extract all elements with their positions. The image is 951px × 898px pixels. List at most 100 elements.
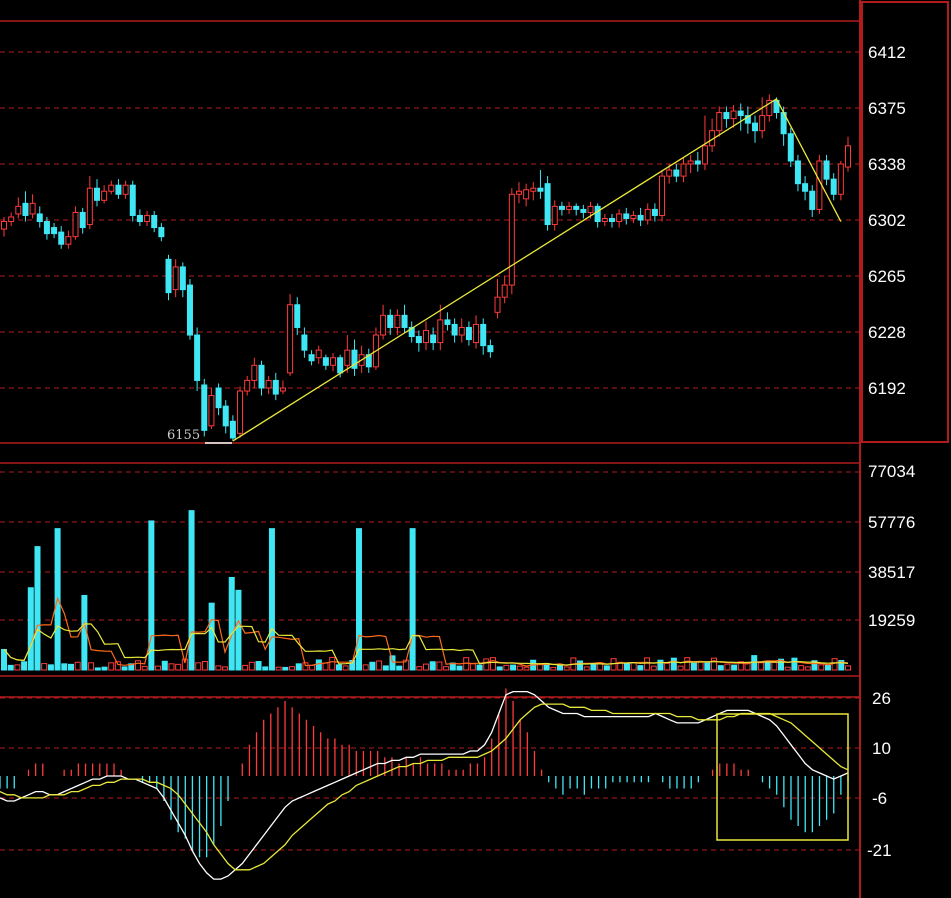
candle-body [322, 357, 329, 366]
candle-body [344, 349, 351, 366]
candle-body [666, 169, 673, 177]
volume-bar [664, 662, 671, 671]
volume-bar [563, 666, 570, 671]
volume-bar [704, 662, 711, 671]
candle-body [723, 112, 730, 120]
volume-bar [838, 659, 845, 671]
candle-body [129, 184, 136, 216]
candle-body [279, 387, 286, 392]
candle-body [837, 163, 844, 195]
trendline [232, 98, 777, 442]
candle-body [229, 420, 236, 439]
candle-body [523, 189, 530, 200]
volume-bar [744, 662, 751, 671]
volume-bar [436, 661, 443, 671]
volume-bar [697, 661, 704, 671]
candle-body [58, 231, 65, 245]
volume-bar [483, 658, 490, 671]
volume-bar [94, 667, 101, 671]
volume-bar [7, 664, 14, 671]
volume-bar [603, 665, 610, 671]
candle-body [744, 115, 751, 124]
macd-tick: -21 [867, 841, 892, 860]
macd-tick: -6 [872, 789, 887, 808]
candle-body [51, 227, 58, 235]
volume-bar [824, 664, 831, 671]
candle-body [830, 178, 837, 195]
volume-bar [550, 666, 557, 671]
candle-body [694, 160, 701, 165]
macd-tick: 10 [872, 739, 891, 758]
volume-bar [262, 666, 269, 671]
volume-bar [737, 661, 744, 671]
candle-body [616, 213, 623, 223]
price-tick: 6412 [868, 43, 906, 62]
candle-body [487, 345, 494, 353]
candle-body [537, 187, 544, 192]
chart-grid [0, 51, 860, 851]
volume-bar [21, 661, 28, 671]
candle-body [272, 379, 279, 395]
candle-body [1, 221, 7, 230]
candle-body [144, 214, 151, 223]
volume-bar [623, 663, 630, 671]
candle-body [115, 184, 122, 195]
volume-bar [275, 666, 282, 671]
volume-bar [168, 663, 175, 671]
volume-bars [1, 510, 851, 671]
candle-body [544, 183, 551, 226]
volume-bar [289, 666, 296, 671]
candle-body [29, 202, 36, 215]
candle-body [337, 357, 344, 374]
volume-bar [322, 662, 329, 671]
price-tick: 6302 [868, 211, 906, 230]
volume-bar [376, 660, 383, 671]
volume-bar [134, 660, 141, 671]
candle-body [809, 190, 816, 210]
volume-bar [201, 661, 208, 671]
candle-body [845, 145, 851, 168]
volume-bar [677, 665, 684, 671]
candle-body [473, 323, 480, 344]
volume-bar [302, 662, 309, 671]
volume-bar [583, 666, 590, 671]
candle-body [401, 314, 408, 328]
volume-bar [577, 660, 584, 671]
volume-bar [416, 666, 423, 671]
candle-body [659, 175, 666, 216]
volume-bar [456, 665, 463, 671]
volume-bar [188, 510, 195, 671]
volume-bar [489, 657, 496, 671]
volume-bar [657, 659, 664, 671]
volume-bar [717, 665, 724, 671]
candle-body [608, 217, 615, 223]
volume-tick: 19259 [868, 611, 915, 630]
candle-body [186, 284, 193, 336]
candle-body [72, 211, 79, 238]
dea-line [0, 703, 849, 871]
volume-bar [690, 662, 697, 671]
volume-bar [369, 661, 376, 671]
volume-bar [771, 662, 778, 671]
candle-body [515, 190, 522, 195]
candle-body [158, 227, 165, 238]
highlight-box [716, 713, 849, 841]
volume-ma-line [3, 623, 849, 666]
candle-body [258, 364, 265, 389]
candle-body [215, 387, 222, 409]
volume-bar [630, 662, 637, 671]
volume-bar [155, 665, 162, 671]
volume-bar [684, 657, 691, 671]
candle-body [43, 221, 50, 235]
volume-bar [356, 528, 363, 671]
candle-body [330, 357, 337, 366]
volume-bar [181, 658, 188, 671]
volume-bar [128, 663, 135, 671]
volume-bar [74, 661, 81, 671]
price-tick: 6192 [868, 379, 906, 398]
candle-body [752, 122, 759, 132]
candle-body [172, 266, 179, 291]
volume-bar [268, 528, 275, 671]
volume-bar [215, 665, 222, 671]
